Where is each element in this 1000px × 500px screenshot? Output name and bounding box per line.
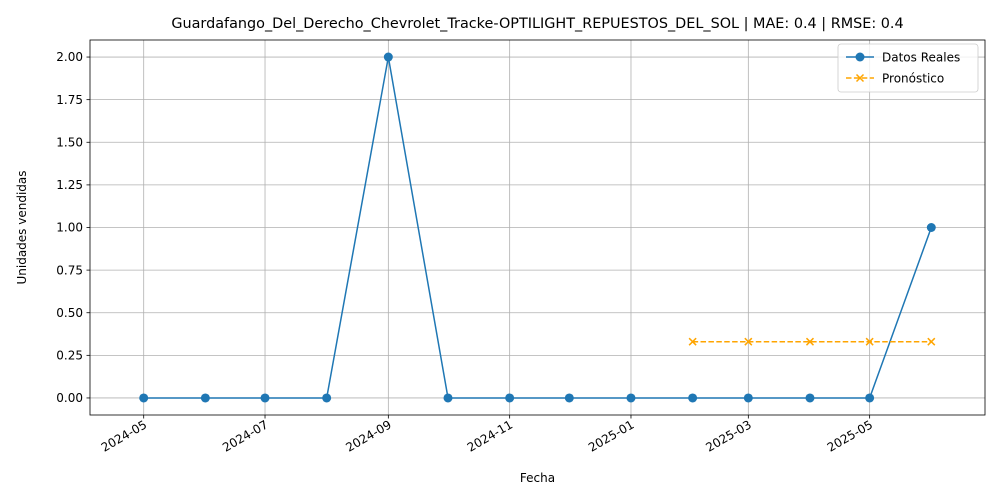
y-tick-label: 2.00 (56, 50, 83, 64)
legend-marker (855, 52, 865, 62)
data-point (927, 337, 936, 346)
legend-item: Datos Reales (846, 50, 960, 64)
x-tick-label: 2025-05 (825, 417, 875, 454)
data-point (505, 393, 515, 403)
data-point (688, 393, 698, 403)
legend-item: Pronóstico (846, 71, 944, 85)
x-tick-label: 2025-03 (703, 417, 753, 454)
data-point (865, 393, 875, 403)
data-point (805, 337, 815, 346)
data-point (200, 393, 210, 403)
marker-stroke (927, 337, 936, 346)
series-layer (139, 52, 936, 403)
x-tick-label: 2024-07 (220, 417, 270, 454)
data-point (743, 393, 753, 403)
x-axis: 2024-05 2024-07 2024-09 2024-11 2025-01 2025-… (99, 415, 875, 455)
data-point (688, 337, 697, 346)
data-point (564, 393, 574, 403)
chart-title: Guardafango_Del_Derecho_Chevrolet_Tracke… (171, 16, 903, 32)
y-tick-label: 1.50 (56, 135, 83, 149)
data-point (322, 393, 332, 403)
y-axis-title: Unidades vendidas (15, 170, 29, 284)
y-tick-label: 1.25 (56, 178, 83, 192)
y-tick-label: 0.25 (56, 349, 83, 363)
x-tick-label: 2024-09 (343, 417, 393, 454)
y-tick-label: 0.00 (56, 391, 83, 405)
x-tick-label: 2024-05 (99, 417, 149, 454)
marker-stroke (805, 337, 815, 346)
data-point (139, 393, 149, 403)
x-axis-title: Fecha (520, 471, 555, 485)
legend-label: Pronóstico (882, 71, 944, 85)
marker-stroke (744, 337, 753, 346)
data-point (260, 393, 270, 403)
marker-stroke (688, 337, 697, 346)
y-tick-label: 0.75 (56, 263, 83, 277)
x-tick-label: 2024-11 (465, 417, 515, 454)
legend-box (837, 43, 979, 93)
y-tick-label: 1.75 (56, 93, 83, 107)
legend-label: Datos Reales (882, 50, 960, 64)
data-point (383, 52, 393, 62)
y-tick-label: 0.50 (56, 306, 83, 320)
grid (90, 40, 985, 415)
data-point (744, 337, 753, 346)
series-line (143, 56, 933, 399)
legend: Datos Reales Pronóstico (837, 43, 979, 93)
legend-marker (855, 73, 865, 83)
data-point (626, 393, 636, 403)
data-point (805, 393, 815, 403)
data-point (926, 223, 936, 232)
data-point (443, 393, 453, 403)
y-tick-label: 1.00 (56, 221, 83, 235)
y-axis: 0.00 0.25 0.50 0.75 1.00 1.25 1.50 1.75 2.00 (56, 50, 90, 405)
x-tick-label: 2025-01 (586, 417, 636, 454)
marker-stroke (865, 337, 874, 346)
data-point (865, 337, 874, 346)
